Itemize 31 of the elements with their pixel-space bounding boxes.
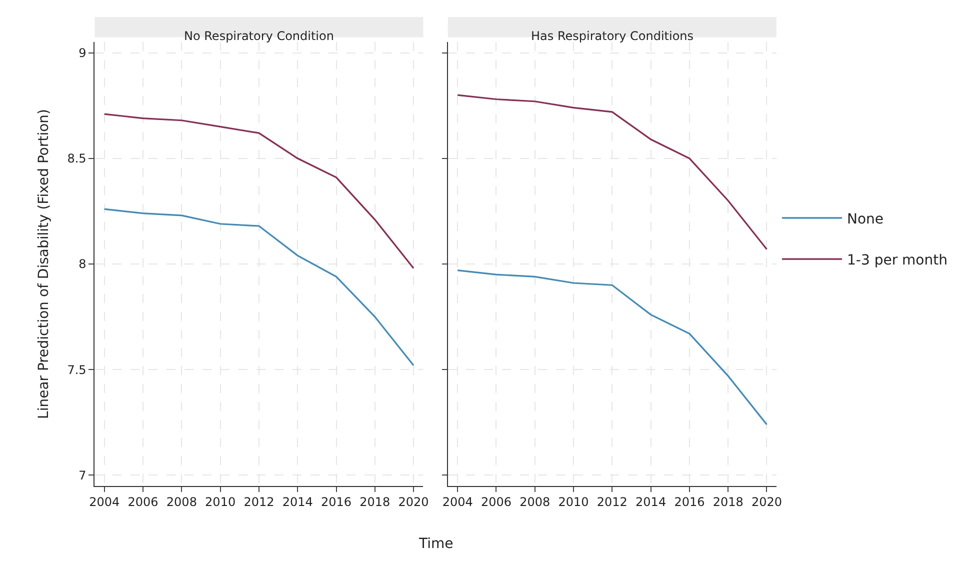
line-series: [104, 113, 414, 270]
x-tick-label: 2018: [360, 495, 390, 510]
x-tick-label: 2016: [674, 495, 705, 510]
y-tick-label: 9: [78, 46, 86, 60]
x-tick-label: 2004: [442, 495, 473, 510]
x-tick-label: 2016: [320, 495, 352, 510]
chart-title: Has Respiratory Conditions: [531, 29, 694, 43]
x-tick-label: 2008: [520, 495, 550, 510]
x-tick-label: 2012: [596, 495, 628, 510]
x-tick-label: 2006: [480, 495, 512, 510]
x-tick-label: 2014: [636, 495, 666, 510]
x-tick-label: 2014: [282, 495, 313, 510]
line-series: [104, 208, 414, 366]
x-tick-label: 2010: [205, 495, 236, 510]
x-tick-label: 2006: [128, 495, 158, 510]
x-tick-label: 2020: [751, 495, 782, 510]
y-tick-label: 7.5: [67, 362, 86, 377]
y-axis-title: Linear Prediction of Disability (Fixed Portion): [36, 109, 52, 419]
y-tick-label: 7: [78, 468, 86, 482]
x-axis-title: Time: [418, 536, 454, 552]
x-tick-label: 2020: [398, 495, 429, 510]
x-tick-label: 2004: [89, 495, 120, 510]
x-tick-label: 2018: [712, 495, 744, 510]
x-tick-label: 2008: [166, 495, 197, 510]
y-tick-label: 8: [78, 257, 86, 272]
legend-label: None: [847, 211, 884, 228]
y-tick-label: 8.5: [67, 152, 86, 166]
legend-label: 1-3 per month: [847, 252, 948, 269]
chart-title: No Respiratory Condition: [184, 29, 334, 43]
x-tick-label: 2010: [558, 495, 589, 510]
x-tick-label: 2012: [244, 495, 274, 510]
